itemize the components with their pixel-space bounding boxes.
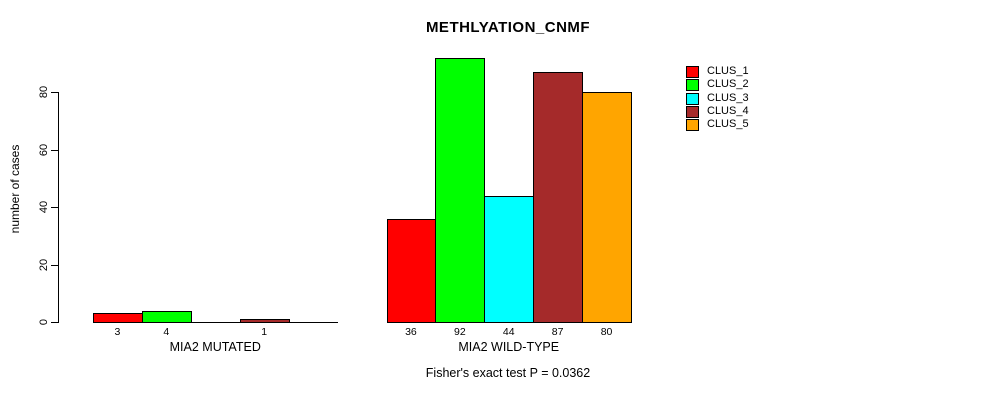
bar-value-label: 80 xyxy=(600,325,613,338)
x-axis-baseline xyxy=(93,322,338,323)
y-tick-label: 40 xyxy=(38,200,50,214)
y-tick-label: 60 xyxy=(38,143,50,156)
y-tick-label: 80 xyxy=(38,85,50,99)
legend-label-clus_1: CLUS_1 xyxy=(707,65,749,77)
group-label: MIA2 WILD-TYPE xyxy=(458,340,560,354)
bar-value-label: 87 xyxy=(551,325,564,338)
y-tick-label: 0 xyxy=(38,318,50,326)
bar-value-label: 44 xyxy=(502,325,515,338)
y-tick xyxy=(51,207,58,208)
y-axis-title: number of cases xyxy=(8,144,22,234)
group-label: MIA2 MUTATED xyxy=(169,340,261,354)
bar-clus_4 xyxy=(239,319,290,323)
bar-value-label: 4 xyxy=(163,325,170,338)
bar-clus_2 xyxy=(141,310,192,323)
bar-value-label: 36 xyxy=(405,325,417,338)
legend-label-clus_5: CLUS_5 xyxy=(707,118,749,131)
legend-label-clus_3: CLUS_3 xyxy=(707,91,749,104)
legend-swatch-clus_4 xyxy=(686,106,699,119)
bar-value-label: 1 xyxy=(261,325,268,338)
bar-value-label: 92 xyxy=(453,325,466,338)
y-tick xyxy=(51,92,58,93)
bar-clus_2 xyxy=(435,57,486,323)
legend-swatch-clus_2 xyxy=(686,79,699,92)
legend-label-clus_2: CLUS_2 xyxy=(707,78,749,91)
y-tick xyxy=(51,322,58,323)
legend-swatch-clus_3 xyxy=(686,92,699,105)
bar-clus_3 xyxy=(484,195,535,323)
bar-clus_5 xyxy=(582,92,632,323)
bar-clus_4 xyxy=(533,71,584,323)
chart-title: METHLYATION_CNMF xyxy=(425,19,591,36)
y-tick-label: 20 xyxy=(38,258,50,271)
fisher-test-annotation: Fisher's exact test P = 0.0362 xyxy=(425,366,591,380)
y-axis-line xyxy=(58,92,59,323)
legend-label-clus_4: CLUS_4 xyxy=(707,105,749,118)
bar-clus_1 xyxy=(386,218,437,323)
legend-swatch-clus_5 xyxy=(686,119,699,132)
y-tick xyxy=(51,264,58,266)
bar-value-label: 3 xyxy=(114,325,121,338)
y-tick xyxy=(51,149,58,151)
legend-swatch-clus_1 xyxy=(686,66,699,78)
bar-clus_1 xyxy=(93,313,143,323)
